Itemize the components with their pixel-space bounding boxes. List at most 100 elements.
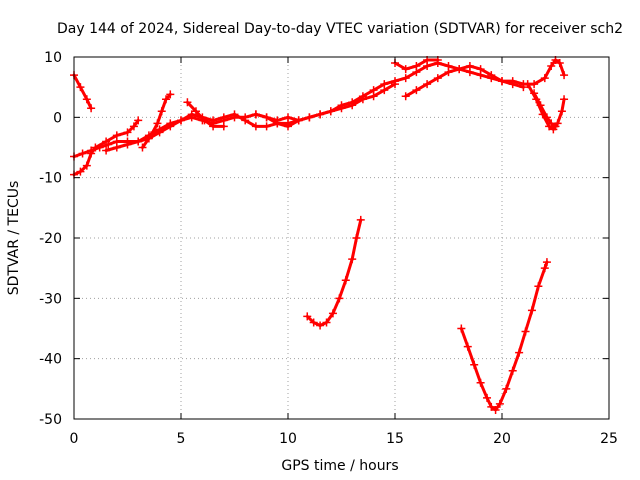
- data-point: [153, 119, 162, 128]
- data-point: [230, 110, 239, 119]
- data-point: [433, 74, 442, 83]
- series-track-6: [183, 98, 228, 131]
- y-tick-label: -10: [39, 171, 62, 187]
- series-track-3: [70, 116, 143, 179]
- data-point: [523, 80, 532, 89]
- data-point: [491, 405, 500, 414]
- data-point: [508, 366, 517, 375]
- data-point: [294, 116, 303, 125]
- data-point: [457, 324, 466, 333]
- data-point: [112, 143, 121, 152]
- data-point: [412, 86, 421, 95]
- data-point: [487, 71, 496, 80]
- data-point: [82, 161, 91, 170]
- x-tick-label: 25: [600, 431, 618, 447]
- data-point: [112, 131, 121, 140]
- x-tick-label: 15: [386, 431, 404, 447]
- data-point: [369, 92, 378, 101]
- data-point: [444, 68, 453, 77]
- data-point: [138, 143, 147, 152]
- data-point: [401, 92, 410, 101]
- data-point: [487, 402, 496, 411]
- data-point: [177, 116, 185, 125]
- data-point: [219, 113, 228, 122]
- data-point: [102, 137, 111, 146]
- data-point: [519, 83, 528, 92]
- data-point: [91, 143, 100, 152]
- y-tick-label: 0: [53, 110, 62, 126]
- data-point: [560, 95, 569, 104]
- series-line: [459, 260, 549, 412]
- data-point: [401, 74, 410, 83]
- data-point: [328, 309, 337, 318]
- y-axis-label: SDTVAR / TECUs: [6, 181, 22, 296]
- data-point: [134, 116, 143, 125]
- data-point: [534, 282, 543, 291]
- series-line: [72, 73, 93, 110]
- series-line: [305, 218, 363, 327]
- data-point: [527, 306, 536, 315]
- data-point: [262, 113, 271, 122]
- data-point: [76, 167, 85, 176]
- data-point: [78, 149, 87, 158]
- series-track-13: [457, 258, 551, 414]
- data-point: [547, 119, 556, 128]
- data-point: [337, 104, 346, 113]
- data-point: [123, 140, 132, 149]
- data-point: [352, 234, 361, 242]
- data-point: [502, 384, 511, 393]
- data-point: [123, 128, 132, 137]
- data-point: [273, 119, 282, 128]
- series-track-5: [138, 90, 175, 152]
- data-point: [76, 83, 85, 92]
- data-point: [102, 146, 111, 155]
- series-line: [72, 118, 140, 177]
- data-point: [305, 113, 314, 122]
- data-point: [129, 122, 138, 131]
- data-point: [536, 101, 545, 110]
- data-point: [356, 215, 365, 224]
- x-axis-label: GPS time / hours: [281, 458, 398, 474]
- y-tick-label: -20: [39, 231, 62, 247]
- data-point: [187, 110, 196, 119]
- data-point: [465, 62, 474, 71]
- data-point: [284, 122, 292, 131]
- data-point: [348, 255, 357, 264]
- data-point: [521, 327, 530, 336]
- data-point: [547, 62, 556, 71]
- data-point: [463, 342, 472, 351]
- data-point: [162, 95, 171, 104]
- series-track-8: [401, 62, 528, 101]
- y-tick-label: -40: [39, 352, 62, 368]
- data-point: [200, 116, 209, 125]
- data-point: [380, 86, 389, 95]
- x-tick-label: 5: [177, 431, 186, 447]
- data-point: [147, 131, 156, 140]
- data-point: [326, 107, 335, 116]
- data-point: [401, 65, 410, 74]
- data-point: [542, 258, 551, 267]
- data-point: [476, 378, 485, 387]
- data-point: [515, 348, 524, 357]
- data-point: [82, 95, 91, 104]
- y-tick-label: -30: [39, 291, 62, 307]
- data-point: [251, 122, 260, 131]
- data-point: [557, 107, 566, 116]
- series-track-11: [530, 89, 560, 131]
- data-point: [551, 122, 560, 131]
- data-point: [262, 122, 271, 131]
- data-point: [470, 360, 479, 369]
- x-tick-label: 10: [279, 431, 297, 447]
- data-point: [166, 90, 175, 99]
- data-point: [155, 125, 164, 134]
- data-point: [251, 110, 260, 119]
- data-point: [498, 77, 506, 86]
- data-point: [423, 80, 432, 89]
- data-point: [316, 110, 325, 119]
- data-point: [303, 312, 312, 321]
- x-tick-label: 0: [70, 431, 79, 447]
- data-point: [87, 104, 96, 113]
- data-point: [412, 62, 421, 71]
- data-point: [241, 116, 250, 125]
